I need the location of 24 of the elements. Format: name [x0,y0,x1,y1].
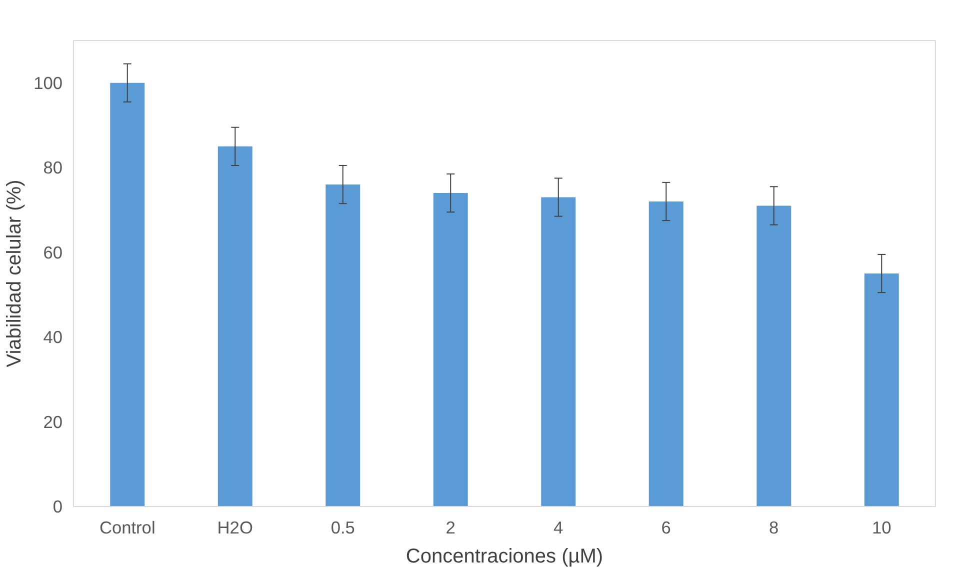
x-tick-label: 10 [872,518,892,538]
x-tick-label: 2 [446,518,456,538]
x-tick-label: 4 [554,518,564,538]
y-tick-label: 0 [52,496,63,516]
x-tick-label: 6 [661,518,671,538]
y-tick-label: 40 [43,327,63,348]
bar [541,197,576,506]
bar [864,274,899,506]
bar [326,184,360,506]
x-tick-label: H2O [217,518,253,538]
y-tick-label: 20 [43,412,63,432]
y-tick-label: 60 [43,242,63,262]
y-tick-label: 100 [34,72,63,93]
y-axis-title: Viabilidad celular (%) [4,180,26,368]
x-axis-title: Concentraciones (µM) [406,546,604,568]
x-tick-label: Control [99,518,156,538]
bar [756,206,792,506]
x-tick-label: 8 [769,518,779,538]
bar [218,146,252,506]
y-tick-label: 80 [43,158,63,178]
x-tick-label: 0.5 [330,518,355,538]
bar [433,193,468,506]
bar [648,201,684,506]
bar [110,82,145,506]
